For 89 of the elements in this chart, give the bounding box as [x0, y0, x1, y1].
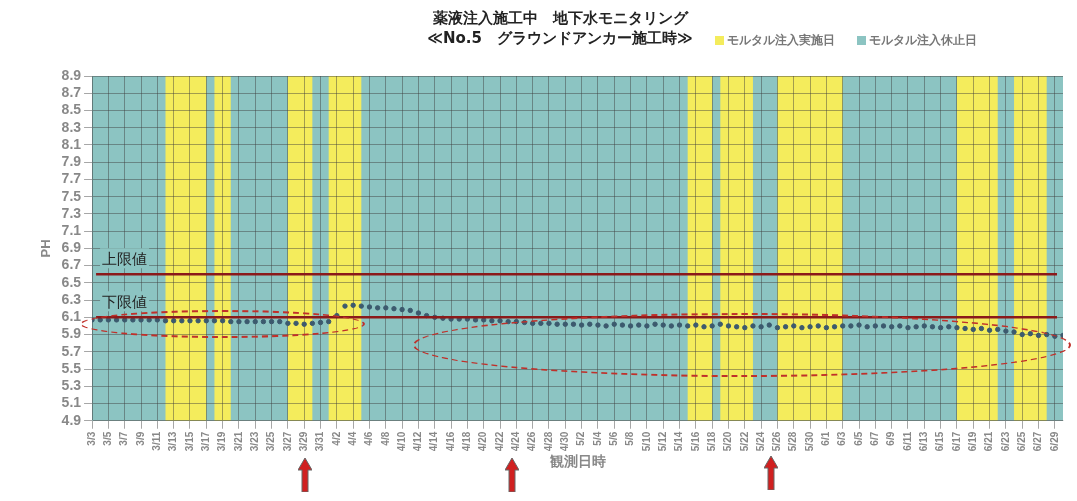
x-tick-label: 3/9 [134, 431, 146, 446]
x-tick-label: 5/22 [738, 431, 750, 452]
x-tick-label: 4/4 [346, 431, 358, 446]
legend-label: モルタル注入休止日 [869, 33, 977, 47]
y-tick-label: 4.9 [61, 411, 82, 428]
y-tick-label: 6.5 [61, 273, 82, 290]
ref-line-label: 下限値 [102, 292, 148, 311]
x-tick-label: 3/21 [232, 431, 244, 452]
x-tick-label: 4/10 [395, 431, 407, 452]
x-tick-label: 4/8 [379, 431, 391, 446]
x-tick-label: 4/6 [363, 431, 375, 446]
y-tick-label: 8.1 [61, 135, 82, 152]
x-tick-label: 6/7 [869, 431, 881, 446]
x-tick-label: 4/26 [526, 431, 538, 452]
y-tick-label: 6.9 [61, 239, 82, 256]
y-axis-title: PH [38, 239, 54, 258]
x-tick-label: 5/24 [754, 431, 766, 452]
x-tick-label: 3/3 [85, 431, 97, 446]
x-tick-label: 5/12 [656, 431, 668, 452]
x-tick-label: 5/2 [575, 431, 587, 446]
x-tick-label: 5/10 [640, 431, 652, 452]
x-tick-label: 3/5 [102, 431, 114, 446]
x-tick-label: 5/14 [673, 431, 685, 452]
x-tick-label: 6/13 [918, 431, 930, 452]
x-tick-label: 4/20 [477, 431, 489, 452]
x-tick-label: 5/16 [689, 431, 701, 452]
x-tick-label: 5/20 [722, 431, 734, 452]
x-tick-label: 4/22 [493, 431, 505, 452]
x-tick-label: 5/4 [591, 431, 603, 446]
x-tick-label: 5/6 [608, 431, 619, 446]
y-tick-label: 8.7 [61, 84, 82, 101]
ref-line-label: 上限値 [102, 249, 148, 268]
x-tick-label: 6/9 [885, 431, 897, 446]
x-tick-label: 6/25 [1015, 431, 1027, 452]
x-tick-label: 4/16 [444, 431, 456, 452]
x-tick-label: 6/15 [934, 431, 946, 452]
chart-title: 薬液注入施工中 地下水モニタリング [431, 8, 690, 28]
x-tick-label: 6/11 [901, 431, 913, 451]
x-tick-label: 3/15 [183, 431, 195, 452]
x-tick-label: 4/2 [330, 431, 342, 446]
x-tick-label: 4/14 [428, 431, 440, 452]
y-tick-label: 8.5 [61, 101, 82, 118]
x-tick-label: 3/17 [200, 431, 212, 452]
y-tick-label: 5.5 [61, 359, 82, 376]
y-tick-label: 7.3 [61, 204, 82, 221]
y-tick-label: 7.5 [61, 187, 82, 204]
x-tick-label: 3/27 [281, 431, 293, 452]
x-tick-label: 6/27 [1032, 431, 1044, 452]
x-tick-label: 4/30 [559, 431, 571, 452]
y-tick-label: 8.3 [61, 118, 82, 135]
x-tick-label: 6/17 [950, 431, 962, 452]
x-tick-label: 4/18 [461, 431, 473, 452]
y-tick-label: 8.9 [61, 66, 82, 83]
y-tick-label: 6.3 [61, 290, 82, 307]
y-tick-label: 7.9 [61, 153, 82, 170]
x-tick-label: 6/5 [852, 431, 864, 446]
y-tick-label: 7.7 [61, 170, 82, 187]
y-tick-label: 7.1 [61, 221, 82, 238]
y-tick-label: 5.1 [61, 394, 82, 411]
x-tick-label: 5/30 [803, 431, 815, 452]
y-tick-label: 6.1 [61, 308, 82, 325]
x-tick-label: 6/21 [983, 431, 995, 452]
x-axis-title: 観測日時 [548, 453, 606, 470]
x-tick-label: 5/18 [705, 431, 717, 452]
x-tick-label: 5/28 [787, 431, 799, 452]
x-tick-label: 6/29 [1048, 431, 1060, 452]
y-tick-label: 6.7 [61, 256, 82, 273]
y-tick-label: 5.9 [61, 325, 82, 342]
x-tick-label: 3/7 [118, 431, 130, 446]
y-tick-label: 5.3 [61, 377, 82, 394]
x-tick-label: 5/8 [624, 431, 636, 446]
y-tick-label: 5.7 [61, 342, 82, 359]
x-tick-label: 3/29 [297, 431, 309, 452]
x-tick-label: 4/24 [510, 431, 522, 452]
x-tick-label: 3/13 [167, 431, 179, 452]
x-tick-label: 6/3 [836, 431, 848, 446]
x-tick-label: 6/1 [820, 431, 832, 446]
x-tick-label: 3/23 [248, 431, 260, 452]
chart-subtitle: ≪No.5 グラウンドアンカー施工時≫ [427, 29, 693, 47]
x-tick-label: 4/28 [542, 431, 554, 452]
x-tick-label: 6/23 [999, 431, 1011, 452]
x-tick-label: 3/25 [265, 431, 277, 452]
x-tick-label: 5/26 [771, 431, 783, 452]
x-tick-label: 3/31 [314, 431, 326, 452]
x-tick-label: 3/11 [151, 431, 163, 451]
x-tick-label: 4/12 [412, 431, 424, 452]
x-tick-label: 3/19 [216, 431, 228, 452]
x-tick-label: 6/19 [967, 431, 978, 452]
legend-label: モルタル注入実施日 [727, 33, 835, 47]
